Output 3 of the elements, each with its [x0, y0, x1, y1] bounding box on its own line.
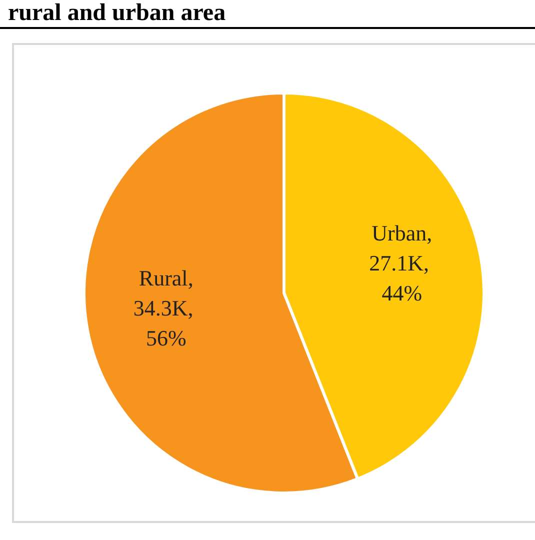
slice-label: Urban: [372, 220, 427, 246]
chart-title: rural and urban area: [8, 0, 226, 26]
slice-label: Rural: [138, 265, 188, 290]
